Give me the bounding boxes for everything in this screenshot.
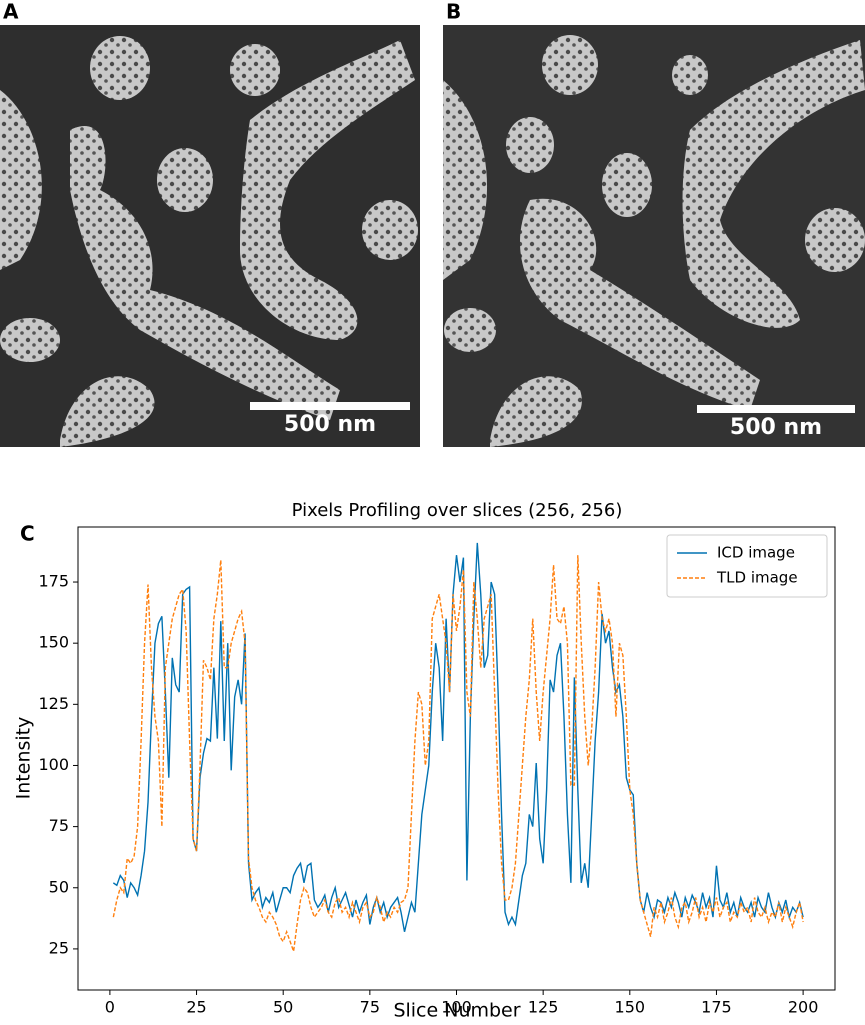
y-tick-label: 75 [49, 816, 69, 835]
x-tick-label: 175 [701, 998, 732, 1017]
x-tick-label: 100 [441, 998, 472, 1017]
x-tick-label: 125 [528, 998, 559, 1017]
panel-label: A [3, 0, 19, 24]
chart-title: Pixels Profiling over slices (256, 256) [292, 500, 623, 521]
y-axis-label: Intensity [13, 717, 35, 800]
x-tick-label: 75 [360, 998, 380, 1017]
image-b: 500 nm [443, 25, 865, 447]
y-tick-label: 100 [38, 755, 69, 774]
panel-label: B [446, 0, 461, 24]
line-series [113, 555, 803, 951]
legend-label: TLD image [716, 569, 798, 587]
legend-label: ICD image [717, 544, 795, 562]
y-tick-label: 25 [49, 938, 69, 957]
y-tick-label: 150 [38, 633, 69, 652]
x-tick-label: 200 [788, 998, 819, 1017]
image-a: 500 nm [0, 25, 420, 447]
scale-bar-label: 500 nm [284, 412, 376, 437]
x-tick-label: 150 [615, 998, 646, 1017]
y-tick-label: 175 [38, 572, 69, 591]
x-tick-label: 25 [186, 998, 206, 1017]
scale-bar-label: 500 nm [730, 415, 822, 440]
panel-label: C [20, 522, 35, 546]
y-tick-label: 50 [49, 877, 69, 896]
x-tick-label: 0 [105, 998, 115, 1017]
y-tick-label: 125 [38, 694, 69, 713]
x-tick-label: 50 [273, 998, 293, 1017]
